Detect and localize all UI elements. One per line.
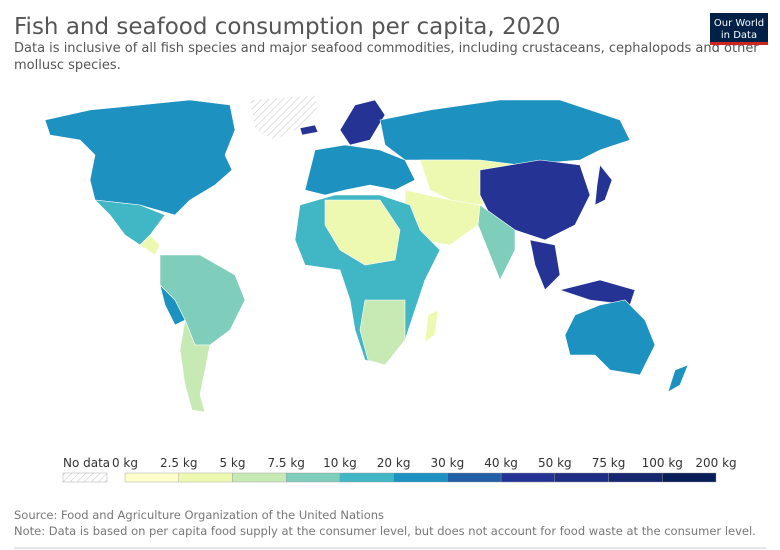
russia xyxy=(379,99,631,166)
madagascar xyxy=(424,309,439,343)
no-data-swatch xyxy=(62,472,108,483)
south-america-south xyxy=(179,318,211,413)
legend-swatch xyxy=(285,472,341,483)
legend-swatch xyxy=(232,472,287,483)
logo-text: Our World xyxy=(714,18,764,29)
legend-swatch xyxy=(339,472,394,483)
china xyxy=(479,159,591,241)
legend-swatch xyxy=(447,472,502,483)
southern-africa xyxy=(359,299,406,366)
legend-swatch xyxy=(608,472,663,483)
legend-label: 200 kg xyxy=(695,456,736,470)
indonesia xyxy=(558,279,636,306)
legend-swatch xyxy=(662,472,717,483)
peru xyxy=(159,284,186,326)
note: Note: Data is based on per capita food s… xyxy=(14,524,756,538)
no-data-label: No data xyxy=(63,456,110,470)
legend-swatch xyxy=(500,472,556,483)
legend-swatch xyxy=(393,472,448,483)
logo-bar xyxy=(710,42,768,45)
north-america xyxy=(44,99,236,216)
title: Fish and seafood consumption per capita,… xyxy=(14,14,561,40)
central-america xyxy=(139,234,161,256)
logo-text: in Data xyxy=(721,30,757,41)
legend-label: 0 kg xyxy=(112,456,138,470)
europe xyxy=(304,144,416,196)
map xyxy=(44,94,689,413)
legend-label: 50 kg xyxy=(538,456,572,470)
legend-label: 10 kg xyxy=(323,456,357,470)
iceland xyxy=(299,124,319,136)
scandinavia xyxy=(339,99,386,146)
legend-label: 40 kg xyxy=(484,456,518,470)
legend-label: 2.5 kg xyxy=(160,456,197,470)
logo-box xyxy=(710,13,768,45)
legend-label: 100 kg xyxy=(642,456,683,470)
legend-swatch xyxy=(124,472,179,483)
japan xyxy=(594,164,613,206)
subtitle: Data is inclusive of all fish species an… xyxy=(14,41,759,56)
logo: Our World in Data xyxy=(710,13,768,45)
legend-label: 75 kg xyxy=(592,456,626,470)
legend-swatch xyxy=(554,472,609,483)
southeast-asia xyxy=(529,239,561,291)
new-zealand xyxy=(667,364,689,393)
legend: No data 0 kg 2.5 kg 5 kg 7.5 kg 10 kg 20 kg 30… xyxy=(62,456,737,483)
sahel xyxy=(324,199,401,266)
source: Source: Food and Agriculture Organizatio… xyxy=(14,508,384,522)
legend-label: 20 kg xyxy=(377,456,411,470)
legend-swatch xyxy=(178,472,233,483)
legend-label: 7.5 kg xyxy=(267,456,304,470)
legend-label: 30 kg xyxy=(431,456,465,470)
legend-label: 5 kg xyxy=(219,456,245,470)
australia xyxy=(564,299,656,376)
subtitle: mollusc species. xyxy=(14,58,121,73)
